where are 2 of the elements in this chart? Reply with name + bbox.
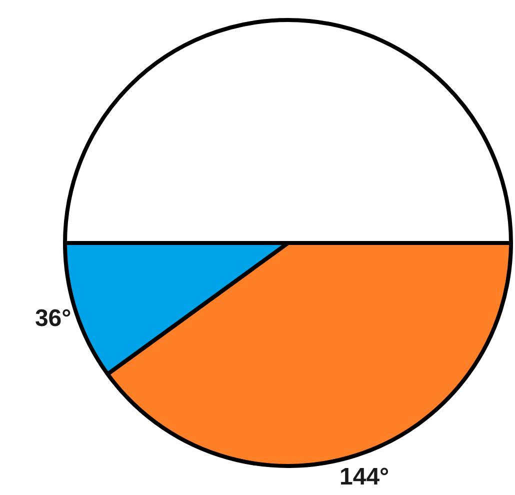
data-label: 36° — [34, 304, 72, 332]
data-label: 144° — [340, 464, 390, 491]
